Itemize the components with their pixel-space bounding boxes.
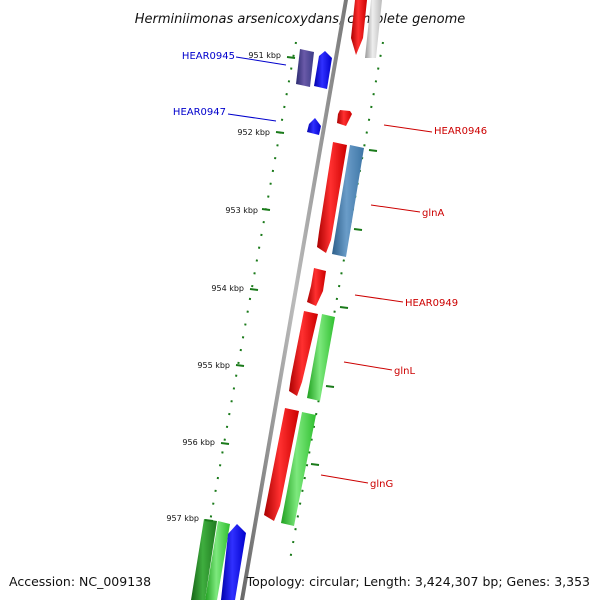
tick-mark [275, 131, 285, 134]
genome-backbone [240, 0, 348, 600]
gene-feature-top-red [351, 0, 367, 55]
tick-label: 955 kbp [197, 361, 230, 370]
tick-mark [339, 306, 349, 309]
gene-feature-top-gray [365, 0, 382, 58]
tick-mark [286, 56, 296, 59]
topology-text: Topology: circular; Length: 3,424,307 bp… [246, 574, 590, 589]
gene-feature-hear0947 [307, 118, 321, 135]
label-hear0947: HEAR0947 [173, 107, 226, 118]
label-glng: glnG [370, 479, 393, 490]
tick-mark [235, 364, 245, 367]
tick-label: 954 kbp [211, 284, 244, 293]
label-hear0946: HEAR0946 [434, 126, 487, 137]
gene-feature-glnL-green [307, 314, 335, 401]
gene-feature-bottom-blue [221, 524, 246, 600]
tick-mark [220, 442, 230, 445]
accession-text: Accession: NC_009138 [9, 574, 151, 589]
tick-mark [368, 149, 378, 152]
leader-line-hear0949 [354, 294, 404, 303]
leader-line-hear0946 [383, 124, 433, 133]
leader-line-glng [320, 474, 369, 484]
gene-feature-bottom-darkgreen [191, 519, 217, 600]
leader-line-hear0945 [235, 56, 287, 66]
gene-feature-hear0945-navy [296, 49, 314, 87]
leader-line-glna [370, 204, 421, 213]
gene-feature-glnG [264, 408, 299, 521]
gene-feature-glnL [289, 311, 318, 396]
tick-mark [204, 519, 214, 522]
label-hear0949: HEAR0949 [405, 298, 458, 309]
gene-feature-bottom-green [205, 521, 230, 600]
gene-feature-glnA-steel [332, 145, 364, 257]
tick-label: 952 kbp [237, 128, 270, 137]
gene-feature-hear0946 [337, 110, 352, 126]
leader-line-glnl [343, 361, 393, 371]
tick-mark [353, 228, 363, 231]
label-hear0945: HEAR0945 [182, 51, 235, 62]
gene-feature-hear0949 [307, 268, 326, 306]
tick-label: 953 kbp [225, 206, 258, 215]
label-glna: glnA [422, 208, 444, 219]
gene-labels: HEAR0945 HEAR0947 HEAR0946 glnA HEAR0949… [173, 51, 487, 490]
inner-track-guide [195, 41, 297, 600]
tick-mark [249, 288, 259, 291]
tick-label: 957 kbp [166, 514, 199, 523]
label-glnl: glnL [394, 366, 415, 377]
tick-label: 951 kbp [248, 51, 281, 60]
scale-ticks: 951 kbp 952 kbp 953 kbp 954 kbp 955 kbp … [166, 51, 378, 523]
reverse-strand-genes [191, 49, 332, 600]
tick-mark [310, 463, 320, 466]
tick-label: 956 kbp [182, 438, 215, 447]
forward-strand-genes [264, 0, 382, 526]
gene-feature-hear0945 [314, 51, 332, 89]
tick-mark [325, 385, 335, 388]
gene-feature-glnG-green [281, 412, 316, 526]
tick-mark [261, 208, 271, 211]
leader-line-hear0947 [227, 113, 277, 122]
map-title: Herminiimonas arsenicoxydans, complete g… [135, 12, 465, 27]
gene-feature-glnA [317, 142, 347, 253]
